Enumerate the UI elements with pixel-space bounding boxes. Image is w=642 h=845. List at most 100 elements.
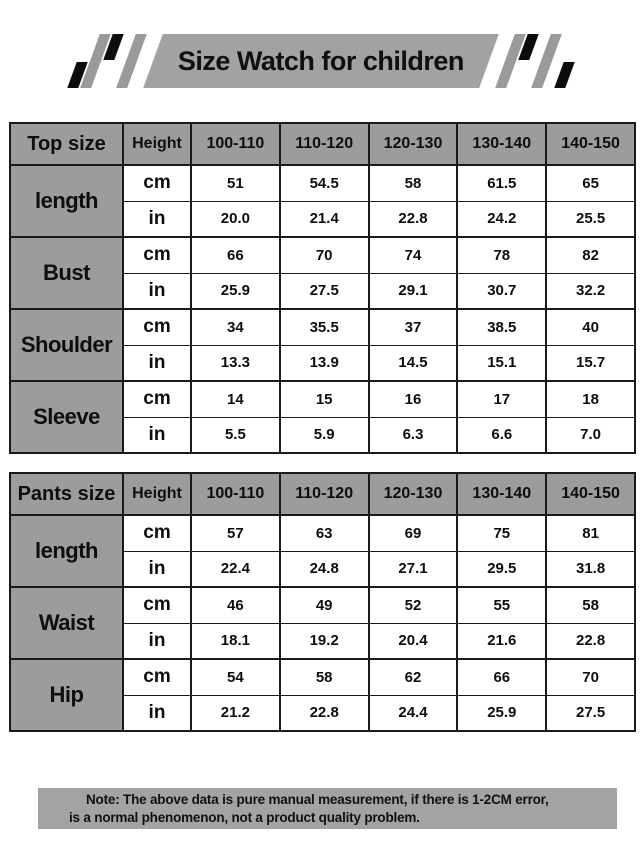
value-cell: 20.0 [190,200,281,238]
value-cell: 29.1 [367,272,459,310]
value-cell: 22.8 [545,622,636,660]
value-cell: 18 [545,380,636,418]
height-range-header-cell: 110-120 [278,472,370,516]
value-cell: 29.5 [456,550,548,588]
value-cell: 57 [190,514,281,552]
slash-decoration-icon [554,62,575,88]
value-cell: 58 [278,658,370,696]
value-cell: 58 [545,586,636,624]
value-cell: 21.6 [456,622,548,660]
value-cell: 70 [278,236,370,274]
unit-cell: in [122,200,192,238]
value-cell: 27.1 [367,550,459,588]
value-cell: 22.8 [367,200,459,238]
value-cell: 27.5 [545,694,636,732]
value-cell: 62 [367,658,459,696]
title-banner-row: Size Watch for children [0,34,642,88]
value-cell: 20.4 [367,622,459,660]
value-cell: 15.1 [456,344,548,382]
slash-decoration-icon [80,34,111,88]
value-cell: 78 [456,236,548,274]
value-cell: 58 [367,164,459,202]
unit-cell: cm [122,236,192,274]
measure-label-cell: Hip [9,658,124,732]
value-cell: 34 [190,308,281,346]
value-cell: 70 [545,658,636,696]
value-cell: 13.9 [278,344,370,382]
value-cell: 25.5 [545,200,636,238]
value-cell: 5.5 [190,416,281,454]
value-cell: 16 [367,380,459,418]
value-cell: 63 [278,514,370,552]
value-cell: 69 [367,514,459,552]
slash-decoration-icon [495,34,526,88]
table-title-cell: Top size [9,122,124,166]
unit-cell: cm [122,164,192,202]
value-cell: 22.8 [278,694,370,732]
measure-label-cell: length [9,164,124,238]
value-cell: 49 [278,586,370,624]
measure-label-cell: Bust [9,236,124,310]
value-cell: 14 [190,380,281,418]
measure-label-cell: Shoulder [9,308,124,382]
measure-label-cell: Waist [9,586,124,660]
unit-cell: cm [122,586,192,624]
pants-size-table: Pants size Height 100-110 110-120 120-130 130… [9,472,636,732]
height-range-header-cell: 100-110 [190,472,281,516]
value-cell: 38.5 [456,308,548,346]
measure-label-cell: length [9,514,124,588]
height-range-header-cell: 140-150 [545,472,636,516]
value-cell: 24.4 [367,694,459,732]
unit-cell: in [122,344,192,382]
value-cell: 19.2 [278,622,370,660]
value-cell: 65 [545,164,636,202]
value-cell: 15 [278,380,370,418]
unit-cell: in [122,416,192,454]
value-cell: 17 [456,380,548,418]
value-cell: 21.4 [278,200,370,238]
note-text-line1: Note: The above data is pure manual meas… [86,791,549,807]
value-cell: 40 [545,308,636,346]
value-cell: 21.2 [190,694,281,732]
value-cell: 6.6 [456,416,548,454]
value-cell: 6.3 [367,416,459,454]
value-cell: 18.1 [190,622,281,660]
height-range-header-cell: 120-130 [367,472,459,516]
page-title: Size Watch for children [177,45,465,76]
value-cell: 52 [367,586,459,624]
value-cell: 54 [190,658,281,696]
title-banner: Size Watch for children [143,34,499,88]
value-cell: 35.5 [278,308,370,346]
value-cell: 7.0 [545,416,636,454]
note-text-line2: is a normal phenomenon, not a product qu… [69,809,420,825]
height-range-header-cell: 140-150 [545,122,636,166]
value-cell: 46 [190,586,281,624]
value-cell: 37 [367,308,459,346]
value-cell: 13.3 [190,344,281,382]
height-range-header-cell: 130-140 [456,122,548,166]
height-header-cell: Height [122,122,192,166]
unit-cell: cm [122,308,192,346]
value-cell: 54.5 [278,164,370,202]
height-range-header-cell: 130-140 [456,472,548,516]
height-range-header-cell: 100-110 [190,122,281,166]
measure-label-cell: Sleeve [9,380,124,454]
table-title-cell: Pants size [9,472,124,516]
value-cell: 5.9 [278,416,370,454]
value-cell: 66 [456,658,548,696]
value-cell: 25.9 [190,272,281,310]
height-header-cell: Height [122,472,192,516]
value-cell: 27.5 [278,272,370,310]
height-range-header-cell: 110-120 [278,122,370,166]
value-cell: 15.7 [545,344,636,382]
value-cell: 22.4 [190,550,281,588]
value-cell: 51 [190,164,281,202]
value-cell: 14.5 [367,344,459,382]
unit-cell: cm [122,658,192,696]
value-cell: 32.2 [545,272,636,310]
value-cell: 74 [367,236,459,274]
value-cell: 55 [456,586,548,624]
unit-cell: in [122,550,192,588]
value-cell: 24.8 [278,550,370,588]
